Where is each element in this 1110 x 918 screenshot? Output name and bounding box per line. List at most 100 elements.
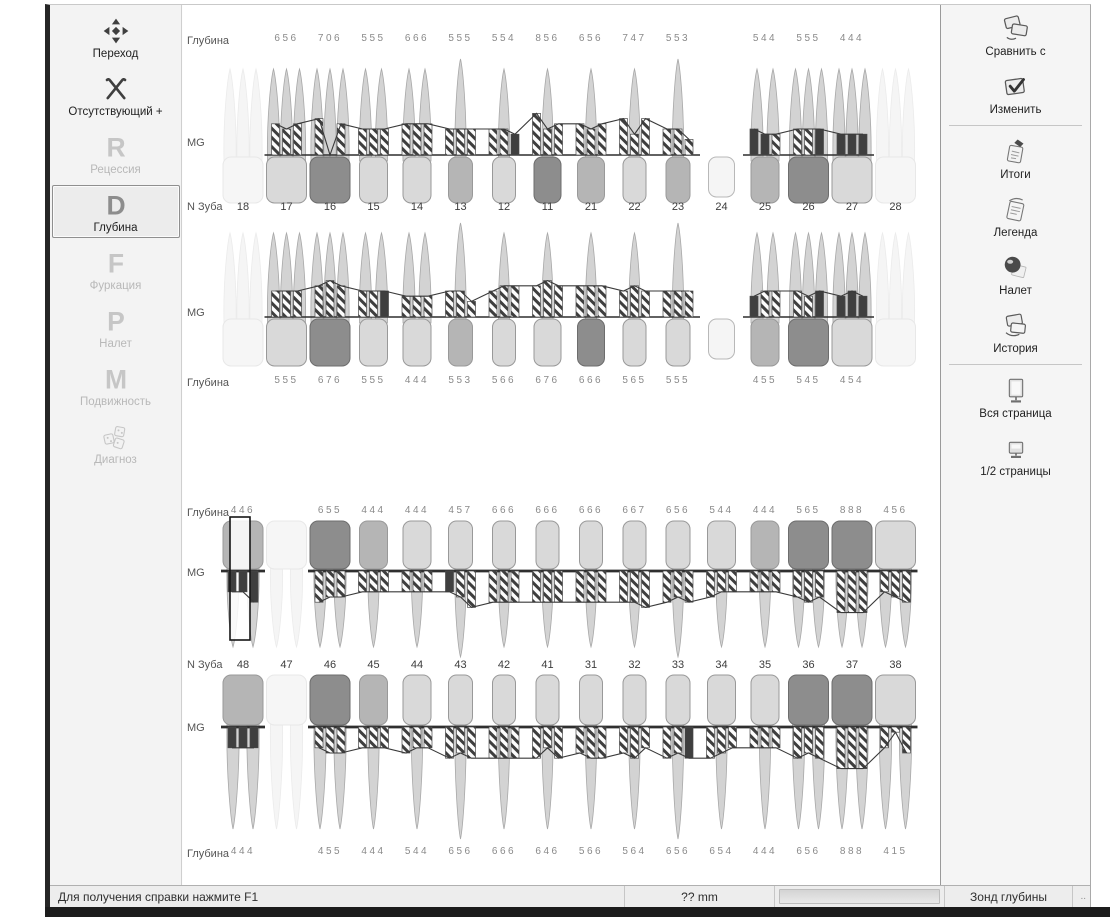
tooth-18[interactable] <box>222 67 264 204</box>
pocket-depth-bar[interactable] <box>249 726 259 749</box>
pocket-depth-bar[interactable] <box>641 118 650 156</box>
pocket-depth-bar[interactable] <box>554 570 563 603</box>
toolbar-button-mobility[interactable]: M Подвижность <box>52 359 180 412</box>
pocket-depth-bar[interactable] <box>749 128 759 156</box>
pocket-depth-bar[interactable] <box>380 726 389 749</box>
pocket-depth-bar[interactable] <box>554 726 563 759</box>
pocket-depth-bar[interactable] <box>836 570 846 613</box>
pocket-depth-bar[interactable] <box>804 128 813 156</box>
pocket-depth-bar[interactable] <box>358 290 367 318</box>
pocket-depth-bar[interactable] <box>499 570 509 603</box>
pocket-depth-bar[interactable] <box>662 726 672 759</box>
pocket-depth-bar[interactable] <box>858 570 868 613</box>
pocket-depth-bar[interactable] <box>815 290 824 318</box>
pocket-depth-bar[interactable] <box>858 133 868 156</box>
pocket-depth-bar[interactable] <box>314 118 324 156</box>
pocket-depth-bar[interactable] <box>510 285 520 318</box>
pocket-depth-bar[interactable] <box>619 726 628 754</box>
pocket-depth-bar[interactable] <box>336 285 346 318</box>
pocket-depth-bar[interactable] <box>282 290 291 318</box>
pocket-depth-bar[interactable] <box>543 128 552 156</box>
pocket-depth-bar[interactable] <box>771 570 781 593</box>
pocket-depth-bar[interactable] <box>325 280 335 318</box>
pocket-depth-bar[interactable] <box>673 726 683 754</box>
toolbar-button-depth[interactable]: D Глубина <box>51 185 180 238</box>
pocket-depth-bar[interactable] <box>467 726 476 759</box>
pocket-depth-bar[interactable] <box>641 570 650 608</box>
pocket-depth-bar[interactable] <box>271 290 280 318</box>
toolbar-button-transition[interactable]: Переход <box>52 11 180 64</box>
pocket-depth-bar[interactable] <box>749 726 759 749</box>
pocket-depth-bar[interactable] <box>662 128 672 156</box>
pocket-depth-bar[interactable] <box>684 139 694 156</box>
pocket-depth-bar[interactable] <box>369 726 378 749</box>
pocket-depth-bar[interactable] <box>619 290 628 318</box>
pocket-depth-bar[interactable] <box>760 570 770 593</box>
tooth-18[interactable] <box>222 231 264 367</box>
pocket-depth-bar[interactable] <box>684 290 694 318</box>
pocket-depth-bar[interactable] <box>412 726 422 749</box>
pocket-depth-bar[interactable] <box>641 726 650 749</box>
pocket-depth-bar[interactable] <box>771 726 781 749</box>
toolbar-button-change[interactable]: Изменить <box>944 67 1088 120</box>
pocket-depth-bar[interactable] <box>532 570 541 603</box>
toolbar-button-totals[interactable]: Итоги <box>944 132 1088 185</box>
pocket-depth-bar[interactable] <box>728 570 737 593</box>
pocket-depth-bar[interactable] <box>445 290 454 318</box>
pocket-depth-bar[interactable] <box>815 726 824 759</box>
probe-cursor[interactable] <box>229 516 251 641</box>
pocket-depth-bar[interactable] <box>641 290 650 318</box>
pocket-depth-bar[interactable] <box>597 726 607 759</box>
pocket-depth-bar[interactable] <box>673 128 683 156</box>
pocket-depth-bar[interactable] <box>760 726 770 749</box>
pocket-depth-bar[interactable] <box>488 570 498 603</box>
pocket-depth-bar[interactable] <box>771 133 781 156</box>
pocket-depth-bar[interactable] <box>445 128 454 156</box>
pocket-depth-bar[interactable] <box>749 295 759 318</box>
pocket-depth-bar[interactable] <box>793 290 802 318</box>
pocket-depth-bar[interactable] <box>836 133 846 156</box>
pocket-depth-bar[interactable] <box>358 570 367 593</box>
pocket-depth-bar[interactable] <box>793 128 802 156</box>
pocket-depth-bar[interactable] <box>488 290 498 318</box>
pocket-depth-bar[interactable] <box>499 128 509 156</box>
pocket-depth-bar[interactable] <box>575 726 585 754</box>
pocket-depth-bar[interactable] <box>662 570 672 603</box>
pocket-depth-bar[interactable] <box>586 128 596 156</box>
pocket-depth-bar[interactable] <box>630 570 639 603</box>
pocket-depth-bar[interactable] <box>815 570 824 598</box>
pocket-depth-bar[interactable] <box>369 128 378 156</box>
pocket-depth-bar[interactable] <box>804 726 813 754</box>
pocket-depth-bar[interactable] <box>706 726 715 759</box>
toolbar-button-diagnosis[interactable]: Диагноз <box>52 417 180 470</box>
pocket-depth-bar[interactable] <box>510 570 520 603</box>
pocket-depth-bar[interactable] <box>543 280 552 318</box>
toolbar-button-plaque[interactable]: P Налет <box>52 301 180 354</box>
pocket-depth-bar[interactable] <box>804 295 813 318</box>
pocket-depth-bar[interactable] <box>662 290 672 318</box>
pocket-depth-bar[interactable] <box>314 285 324 318</box>
tooth-45[interactable] <box>359 674 388 830</box>
pocket-depth-bar[interactable] <box>467 570 476 608</box>
pocket-depth-bar[interactable] <box>793 570 802 598</box>
tooth-35[interactable] <box>750 674 780 830</box>
toolbar-button-plaque[interactable]: Налет <box>944 248 1088 301</box>
pocket-depth-bar[interactable] <box>673 290 683 318</box>
status-resize-grip[interactable]: .. <box>1072 886 1090 907</box>
pocket-depth-bar[interactable] <box>749 570 759 593</box>
pocket-depth-bar[interactable] <box>238 570 248 593</box>
pocket-depth-bar[interactable] <box>510 133 520 156</box>
pocket-depth-bar[interactable] <box>597 570 607 603</box>
pocket-depth-bar[interactable] <box>456 128 465 156</box>
pocket-depth-bar[interactable] <box>619 118 628 156</box>
pocket-depth-bar[interactable] <box>847 290 857 318</box>
pocket-depth-bar[interactable] <box>771 290 781 318</box>
pocket-depth-bar[interactable] <box>630 133 639 156</box>
pocket-depth-bar[interactable] <box>227 726 237 749</box>
pocket-depth-bar[interactable] <box>847 570 857 613</box>
pocket-depth-bar[interactable] <box>880 570 889 593</box>
pocket-depth-bar[interactable] <box>293 290 302 318</box>
pocket-depth-bar[interactable] <box>467 301 476 318</box>
pocket-depth-bar[interactable] <box>456 290 465 318</box>
pocket-depth-bar[interactable] <box>380 290 389 318</box>
